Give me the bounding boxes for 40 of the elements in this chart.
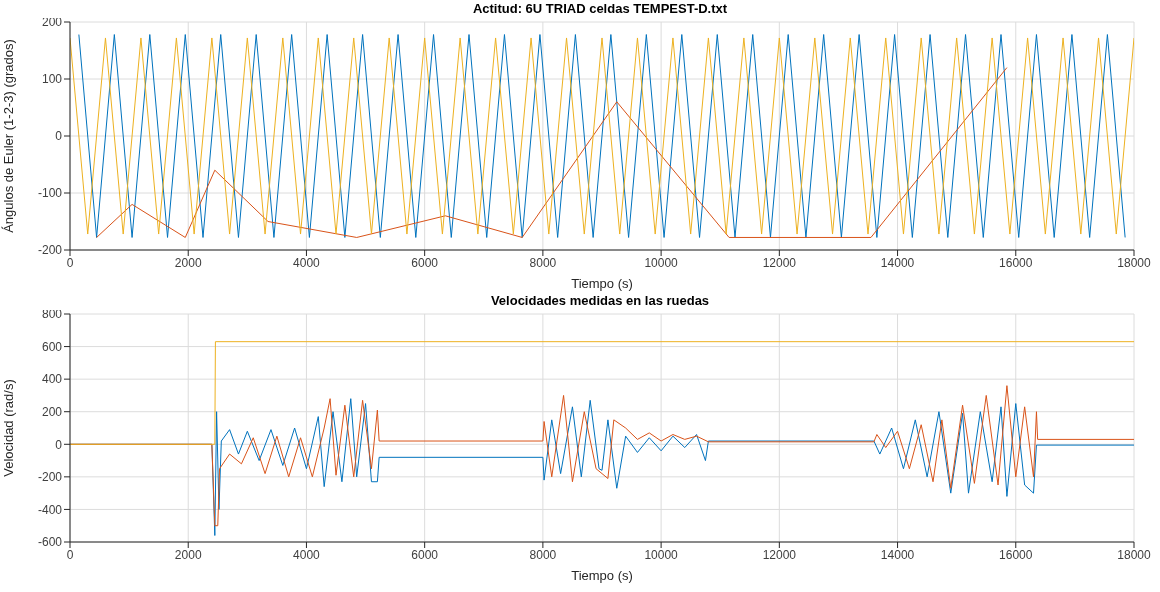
y-tick-label: 200 [41, 404, 63, 419]
y-tick-label: -100 [37, 186, 63, 201]
x-tick-label: 18000 [1117, 547, 1152, 562]
x-tick-label: 14000 [880, 547, 915, 562]
x-tick-label: 12000 [762, 547, 797, 562]
x-tick-label: 10000 [644, 547, 679, 562]
chart-title: Actitud: 6U TRIAD celdas TEMPEST-D.txt [472, 1, 728, 16]
y-tick-label: 100 [41, 72, 63, 87]
y-tick-label: 600 [41, 339, 63, 354]
x-tick-label: 4000 [293, 547, 321, 562]
chart-title: Velocidades medidas en las ruedas [490, 293, 710, 308]
x-tick-label: 6000 [411, 547, 439, 562]
x-axis-title: Tiempo (s) [571, 568, 633, 583]
y-tick-label: 200 [41, 15, 63, 30]
y-tick-label: -600 [37, 535, 63, 550]
y-tick-label: -200 [37, 470, 63, 485]
x-tick-label: 12000 [762, 255, 797, 270]
x-tick-label: 10000 [644, 255, 679, 270]
x-tick-label: 0 [66, 547, 74, 562]
x-tick-label: 8000 [529, 547, 557, 562]
x-tick-label: 6000 [411, 255, 439, 270]
x-axis-title: Tiempo (s) [571, 276, 633, 291]
x-tick-label: 2000 [174, 547, 202, 562]
x-tick-label: 16000 [999, 255, 1033, 270]
y-axis-title: Ángulos de Euler (1-2-3) (grados) [0, 39, 16, 233]
y-tick-label: -200 [37, 243, 63, 258]
x-tick-label: 16000 [999, 547, 1033, 562]
y-tick-label: -400 [37, 502, 63, 517]
y-tick-label: 0 [55, 129, 63, 144]
y-axis-title: Velocidad (rad/s) [0, 379, 16, 477]
y-tick-label: 800 [41, 307, 63, 322]
y-tick-label: 400 [41, 372, 63, 387]
line-series [96, 67, 1008, 238]
x-tick-label: 14000 [880, 255, 915, 270]
x-tick-label: 0 [66, 255, 74, 270]
y-tick-label: 0 [55, 437, 63, 452]
x-tick-label: 4000 [293, 255, 321, 270]
x-tick-label: 2000 [174, 255, 202, 270]
x-tick-label: 18000 [1117, 255, 1152, 270]
x-tick-label: 8000 [529, 255, 557, 270]
